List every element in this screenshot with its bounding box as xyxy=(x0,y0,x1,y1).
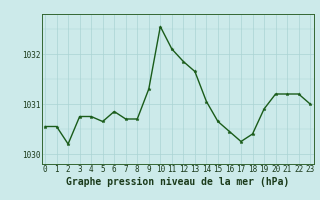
X-axis label: Graphe pression niveau de la mer (hPa): Graphe pression niveau de la mer (hPa) xyxy=(66,177,289,187)
